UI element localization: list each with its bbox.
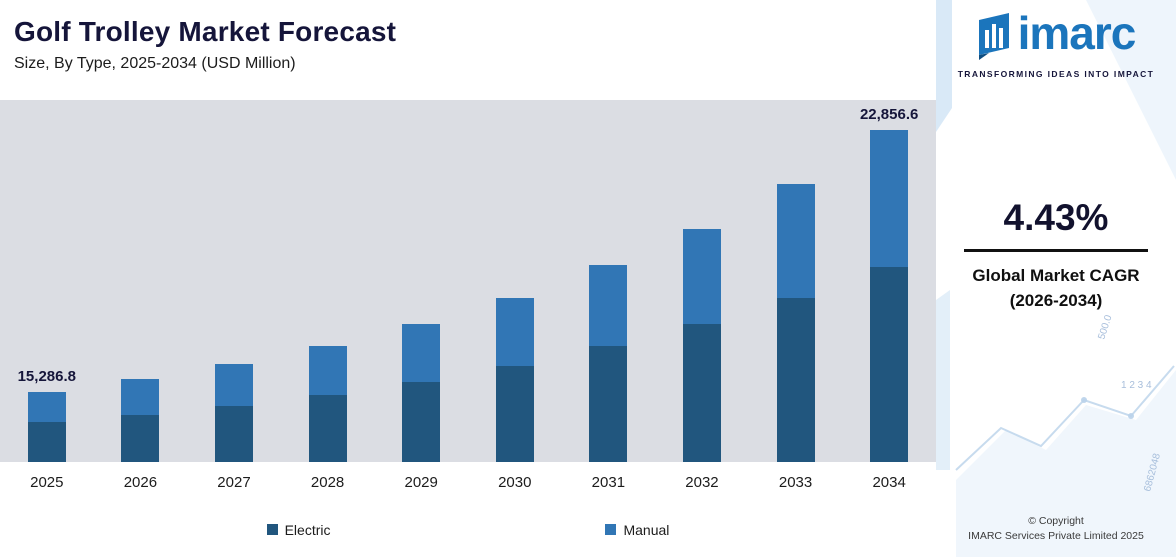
stacked-bar bbox=[402, 323, 441, 462]
x-axis: 2025 2026 2027 2028 2029 2030 2031 2032 2033 2034 bbox=[0, 462, 936, 502]
bar-column bbox=[749, 100, 843, 462]
cagr-value: 4.43% bbox=[1003, 197, 1109, 238]
bar-column bbox=[374, 100, 468, 462]
cagr-divider bbox=[964, 249, 1148, 252]
imarc-logo: imarc bbox=[936, 7, 1176, 60]
manual-segment bbox=[121, 379, 160, 415]
electric-segment bbox=[495, 365, 534, 462]
decor-number: 1 2 3 4 bbox=[1121, 380, 1152, 391]
stacked-bar bbox=[121, 379, 160, 462]
x-axis-label: 2034 bbox=[872, 473, 906, 491]
x-axis-label: 2027 bbox=[217, 473, 251, 491]
bar-column bbox=[94, 100, 188, 462]
manual-segment bbox=[870, 130, 909, 268]
legend-label: Electric bbox=[284, 521, 331, 538]
x-axis-label: 2025 bbox=[30, 473, 64, 491]
manual-segment bbox=[214, 363, 253, 406]
electric-segment bbox=[27, 421, 66, 462]
manual-swatch-icon bbox=[605, 524, 617, 535]
electric-segment bbox=[682, 324, 721, 462]
page-title: Golf Trolley Market Forecast bbox=[14, 16, 397, 47]
bar-column bbox=[187, 100, 281, 462]
manual-segment bbox=[402, 323, 441, 382]
x-axis-label: 2026 bbox=[123, 473, 158, 491]
electric-segment bbox=[776, 298, 815, 462]
bar-value-label: 22,856.6 bbox=[859, 106, 919, 124]
bar-column bbox=[468, 100, 562, 462]
plot-area: 15,286.8 22,856.6 bbox=[0, 100, 936, 462]
manual-segment bbox=[776, 183, 815, 299]
copyright-line1: © Copyright bbox=[1028, 514, 1084, 527]
x-axis-label: 2033 bbox=[778, 473, 813, 491]
copyright-notice: © Copyright IMARC Services Private Limit… bbox=[936, 514, 1176, 546]
x-axis-label: 2032 bbox=[685, 473, 719, 491]
manual-segment bbox=[682, 228, 721, 325]
chart-legend: Electric Manual bbox=[0, 502, 936, 557]
cagr-label-line2: (2026-2034) bbox=[1009, 290, 1103, 310]
copyright-line2: IMARC Services Private Limited 2025 bbox=[968, 530, 1144, 543]
electric-segment bbox=[121, 414, 160, 462]
bar-column bbox=[655, 100, 749, 462]
stacked-bar bbox=[589, 265, 628, 462]
chart-section: Golf Trolley Market Forecast Size, By Ty… bbox=[0, 0, 936, 557]
manual-segment bbox=[308, 346, 347, 396]
bar-column bbox=[281, 100, 375, 462]
bar-column: 22,856.6 bbox=[842, 100, 936, 462]
decor-number: 500.0 bbox=[1096, 313, 1114, 341]
x-axis-label: 2031 bbox=[591, 473, 626, 491]
electric-segment bbox=[214, 405, 253, 462]
stacked-bar bbox=[308, 346, 347, 462]
stacked-bar bbox=[214, 363, 253, 462]
x-axis-label: 2028 bbox=[310, 473, 345, 491]
brand-panel: 500.0 1 2 3 4 6862048 imarc TRANSFORMING… bbox=[936, 0, 1176, 557]
stacked-bar bbox=[27, 391, 66, 462]
imarc-wordmark: imarc bbox=[1017, 7, 1137, 59]
stacked-bar bbox=[870, 130, 909, 462]
cagr-label-line1: Global Market CAGR bbox=[972, 266, 1140, 285]
bar-column bbox=[562, 100, 656, 462]
imarc-tagline: TRANSFORMING IDEAS INTO IMPACT bbox=[957, 69, 1155, 79]
manual-segment bbox=[589, 265, 628, 347]
bar-value-label: 15,286.8 bbox=[17, 367, 76, 385]
stacked-bar bbox=[495, 297, 534, 462]
electric-segment bbox=[308, 395, 347, 462]
page-subtitle: Size, By Type, 2025-2034 (USD Million) bbox=[14, 55, 296, 72]
legend-item-manual: Manual bbox=[605, 522, 669, 538]
decor-number: 6862048 bbox=[1142, 452, 1163, 493]
stacked-bar bbox=[682, 228, 721, 462]
x-axis-label: 2029 bbox=[404, 473, 438, 491]
imarc-logo-mark-icon bbox=[978, 13, 1009, 60]
bar-column: 15,286.8 bbox=[0, 100, 94, 462]
cagr-callout: 4.43% Global Market CAGR (2026-2034) bbox=[936, 197, 1176, 313]
electric-segment bbox=[402, 381, 441, 462]
manual-segment bbox=[495, 297, 534, 366]
electric-swatch-icon bbox=[266, 524, 278, 535]
legend-label: Manual bbox=[623, 521, 670, 538]
electric-segment bbox=[589, 346, 628, 462]
electric-segment bbox=[870, 267, 909, 462]
chart-header: Golf Trolley Market Forecast Size, By Ty… bbox=[0, 0, 936, 100]
x-axis-label: 2030 bbox=[498, 473, 532, 491]
manual-segment bbox=[27, 391, 66, 422]
stacked-bar bbox=[776, 183, 815, 462]
legend-item-electric: Electric bbox=[266, 521, 331, 538]
